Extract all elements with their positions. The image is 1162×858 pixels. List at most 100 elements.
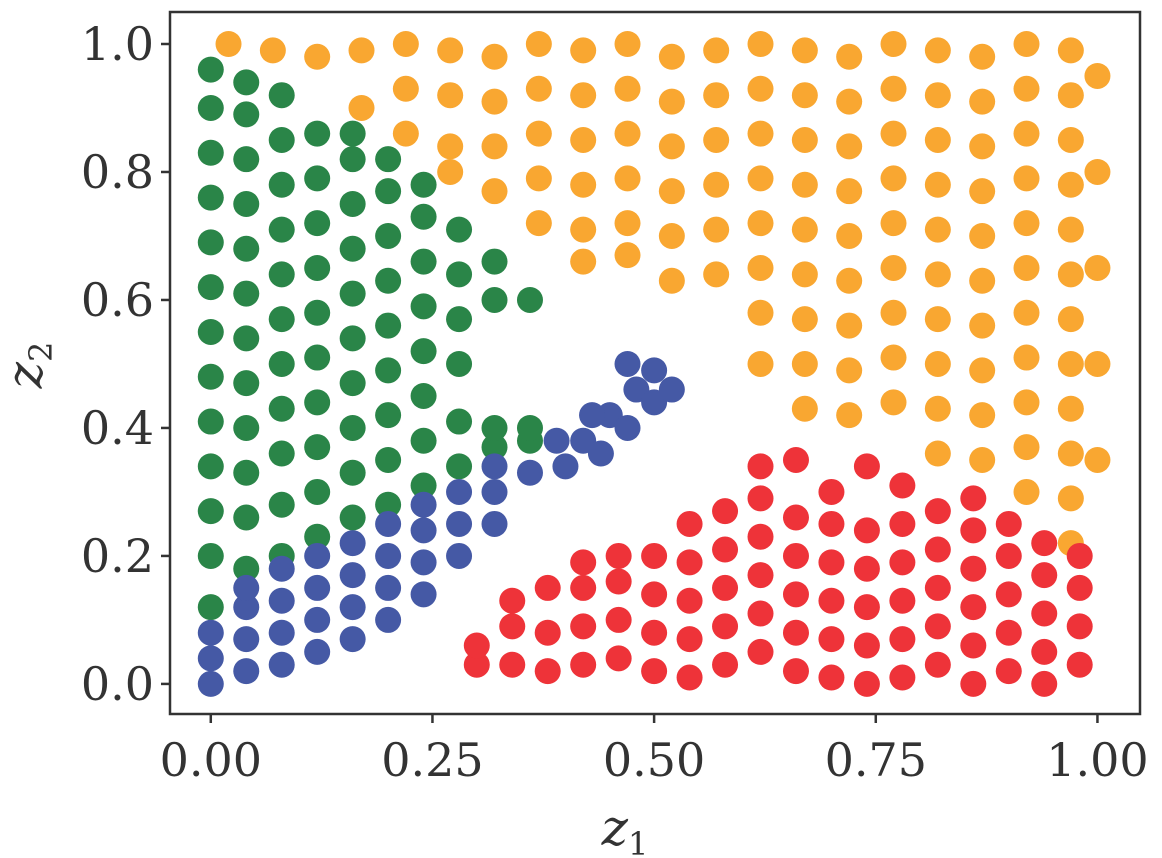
data-point	[791, 126, 818, 153]
data-point	[197, 229, 224, 256]
data-point	[747, 254, 774, 281]
data-point	[924, 350, 951, 377]
data-point	[703, 216, 730, 243]
data-point	[889, 587, 916, 614]
data-point	[375, 357, 402, 384]
data-point	[880, 30, 907, 57]
data-point	[481, 414, 508, 441]
data-point	[197, 594, 224, 621]
data-point	[1013, 210, 1040, 237]
data-point	[924, 261, 951, 288]
data-point	[570, 82, 597, 109]
data-point	[463, 651, 490, 678]
data-point	[233, 504, 260, 531]
data-point	[437, 82, 464, 109]
x-tick-label: 0.50	[603, 733, 705, 787]
data-point	[747, 120, 774, 147]
data-point	[969, 402, 996, 429]
data-point	[339, 594, 366, 621]
data-point	[339, 504, 366, 531]
data-point	[410, 248, 437, 275]
y-tick-label: 0.8	[81, 145, 154, 199]
data-point	[924, 171, 951, 198]
data-point	[446, 510, 473, 537]
data-point	[1057, 216, 1084, 243]
data-point	[268, 306, 295, 333]
x-tick-label: 0.75	[825, 733, 927, 787]
data-point	[304, 344, 331, 371]
data-point	[339, 146, 366, 173]
data-point	[1013, 478, 1040, 505]
data-point	[410, 382, 437, 409]
data-point	[969, 222, 996, 249]
data-point	[375, 146, 402, 173]
data-point	[969, 178, 996, 205]
data-point	[534, 574, 561, 601]
data-point	[924, 306, 951, 333]
data-point	[676, 664, 703, 691]
data-point	[836, 222, 863, 249]
data-point	[818, 510, 845, 537]
data-point	[197, 56, 224, 83]
data-point	[1057, 37, 1084, 64]
data-point	[304, 299, 331, 326]
data-point	[960, 632, 987, 659]
data-point	[676, 510, 703, 537]
data-point	[339, 325, 366, 352]
data-point	[233, 459, 260, 486]
data-point	[233, 190, 260, 217]
data-point	[339, 120, 366, 147]
data-point	[304, 254, 331, 281]
data-point	[1013, 75, 1040, 102]
data-point	[605, 606, 632, 633]
data-point	[197, 670, 224, 697]
data-point	[924, 440, 951, 467]
series-1	[197, 56, 543, 621]
y-tick-label: 0.0	[81, 657, 154, 711]
data-point	[304, 478, 331, 505]
data-point	[1031, 530, 1058, 557]
data-point	[570, 248, 597, 275]
data-point	[703, 82, 730, 109]
data-point	[658, 376, 685, 403]
data-point	[197, 318, 224, 345]
data-point	[747, 562, 774, 589]
data-point	[614, 414, 641, 441]
data-point	[818, 626, 845, 653]
data-point	[197, 619, 224, 646]
data-point	[587, 440, 614, 467]
data-point	[481, 248, 508, 275]
data-point	[375, 491, 402, 518]
series-0	[215, 30, 1111, 557]
data-point	[1031, 600, 1058, 627]
data-point	[712, 498, 739, 525]
data-point	[747, 600, 774, 627]
data-point	[375, 446, 402, 473]
data-point	[570, 651, 597, 678]
data-point	[836, 357, 863, 384]
data-point	[233, 414, 260, 441]
data-point	[889, 549, 916, 576]
data-point	[1066, 651, 1093, 678]
data-point	[880, 120, 907, 147]
data-point	[747, 485, 774, 512]
data-point	[268, 651, 295, 678]
data-point	[747, 523, 774, 550]
data-point	[747, 453, 774, 480]
data-point	[853, 670, 880, 697]
data-point	[375, 606, 402, 633]
data-point	[880, 344, 907, 371]
data-point	[304, 165, 331, 192]
data-point	[1057, 171, 1084, 198]
data-point	[782, 504, 809, 531]
data-point	[375, 222, 402, 249]
data-point	[853, 453, 880, 480]
data-point	[197, 94, 224, 121]
data-point	[304, 43, 331, 70]
data-point	[392, 30, 419, 57]
data-point	[1013, 165, 1040, 192]
data-point	[712, 651, 739, 678]
x-tick-label: 0.25	[381, 733, 483, 787]
data-point	[268, 82, 295, 109]
